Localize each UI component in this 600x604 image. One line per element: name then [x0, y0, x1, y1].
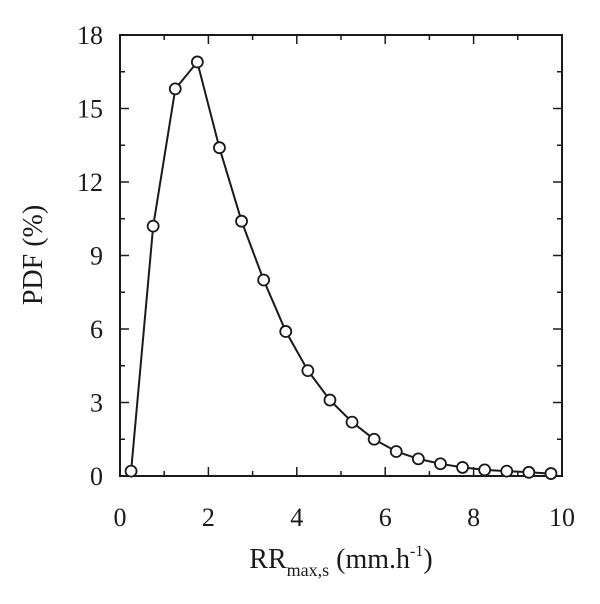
x-tick-label: 6	[379, 503, 392, 532]
x-axis-title-unit-close: )	[423, 544, 432, 575]
x-tick-label: 4	[290, 503, 303, 532]
data-point	[323, 393, 337, 407]
y-tick-label: 12	[77, 168, 103, 197]
series-line	[130, 59, 552, 475]
data-point	[301, 364, 315, 378]
data-point	[544, 467, 558, 480]
x-axis-title-superscript: -1	[410, 543, 423, 560]
data-point	[168, 82, 182, 96]
y-axis-title: PDF (%)	[18, 205, 49, 305]
y-tick-label: 6	[90, 315, 103, 344]
data-point	[279, 325, 293, 338]
y-tick-label: 9	[90, 242, 103, 271]
data-point	[500, 464, 514, 478]
y-tick-label: 0	[90, 462, 103, 491]
data-point	[434, 457, 447, 471]
y-tick-label: 3	[90, 389, 103, 418]
data-point	[522, 465, 536, 479]
data-point	[257, 273, 271, 287]
y-tick-label: 15	[77, 95, 103, 124]
x-tick-label: 2	[202, 503, 215, 532]
x-tick-label: 8	[467, 503, 480, 532]
data-point	[411, 452, 425, 466]
data-point	[146, 219, 160, 233]
x-axis-title: RRmax,s (mm.h-1)	[249, 543, 432, 580]
data-point	[345, 415, 359, 429]
x-tick-label: 10	[549, 503, 575, 532]
data-point	[235, 214, 248, 228]
x-axis-title-subscript: max,s	[287, 560, 330, 580]
data-point	[190, 55, 204, 69]
x-axis-title-unit: (mm.h	[329, 544, 410, 575]
data-point	[456, 461, 469, 474]
data-point	[389, 445, 403, 458]
data-point	[367, 432, 381, 446]
data-point	[124, 464, 138, 478]
data-point	[478, 463, 492, 477]
y-tick-label: 18	[77, 21, 103, 50]
x-axis-title-main: RR	[249, 544, 287, 575]
data-point	[213, 141, 226, 155]
x-tick-label: 0	[114, 503, 127, 532]
